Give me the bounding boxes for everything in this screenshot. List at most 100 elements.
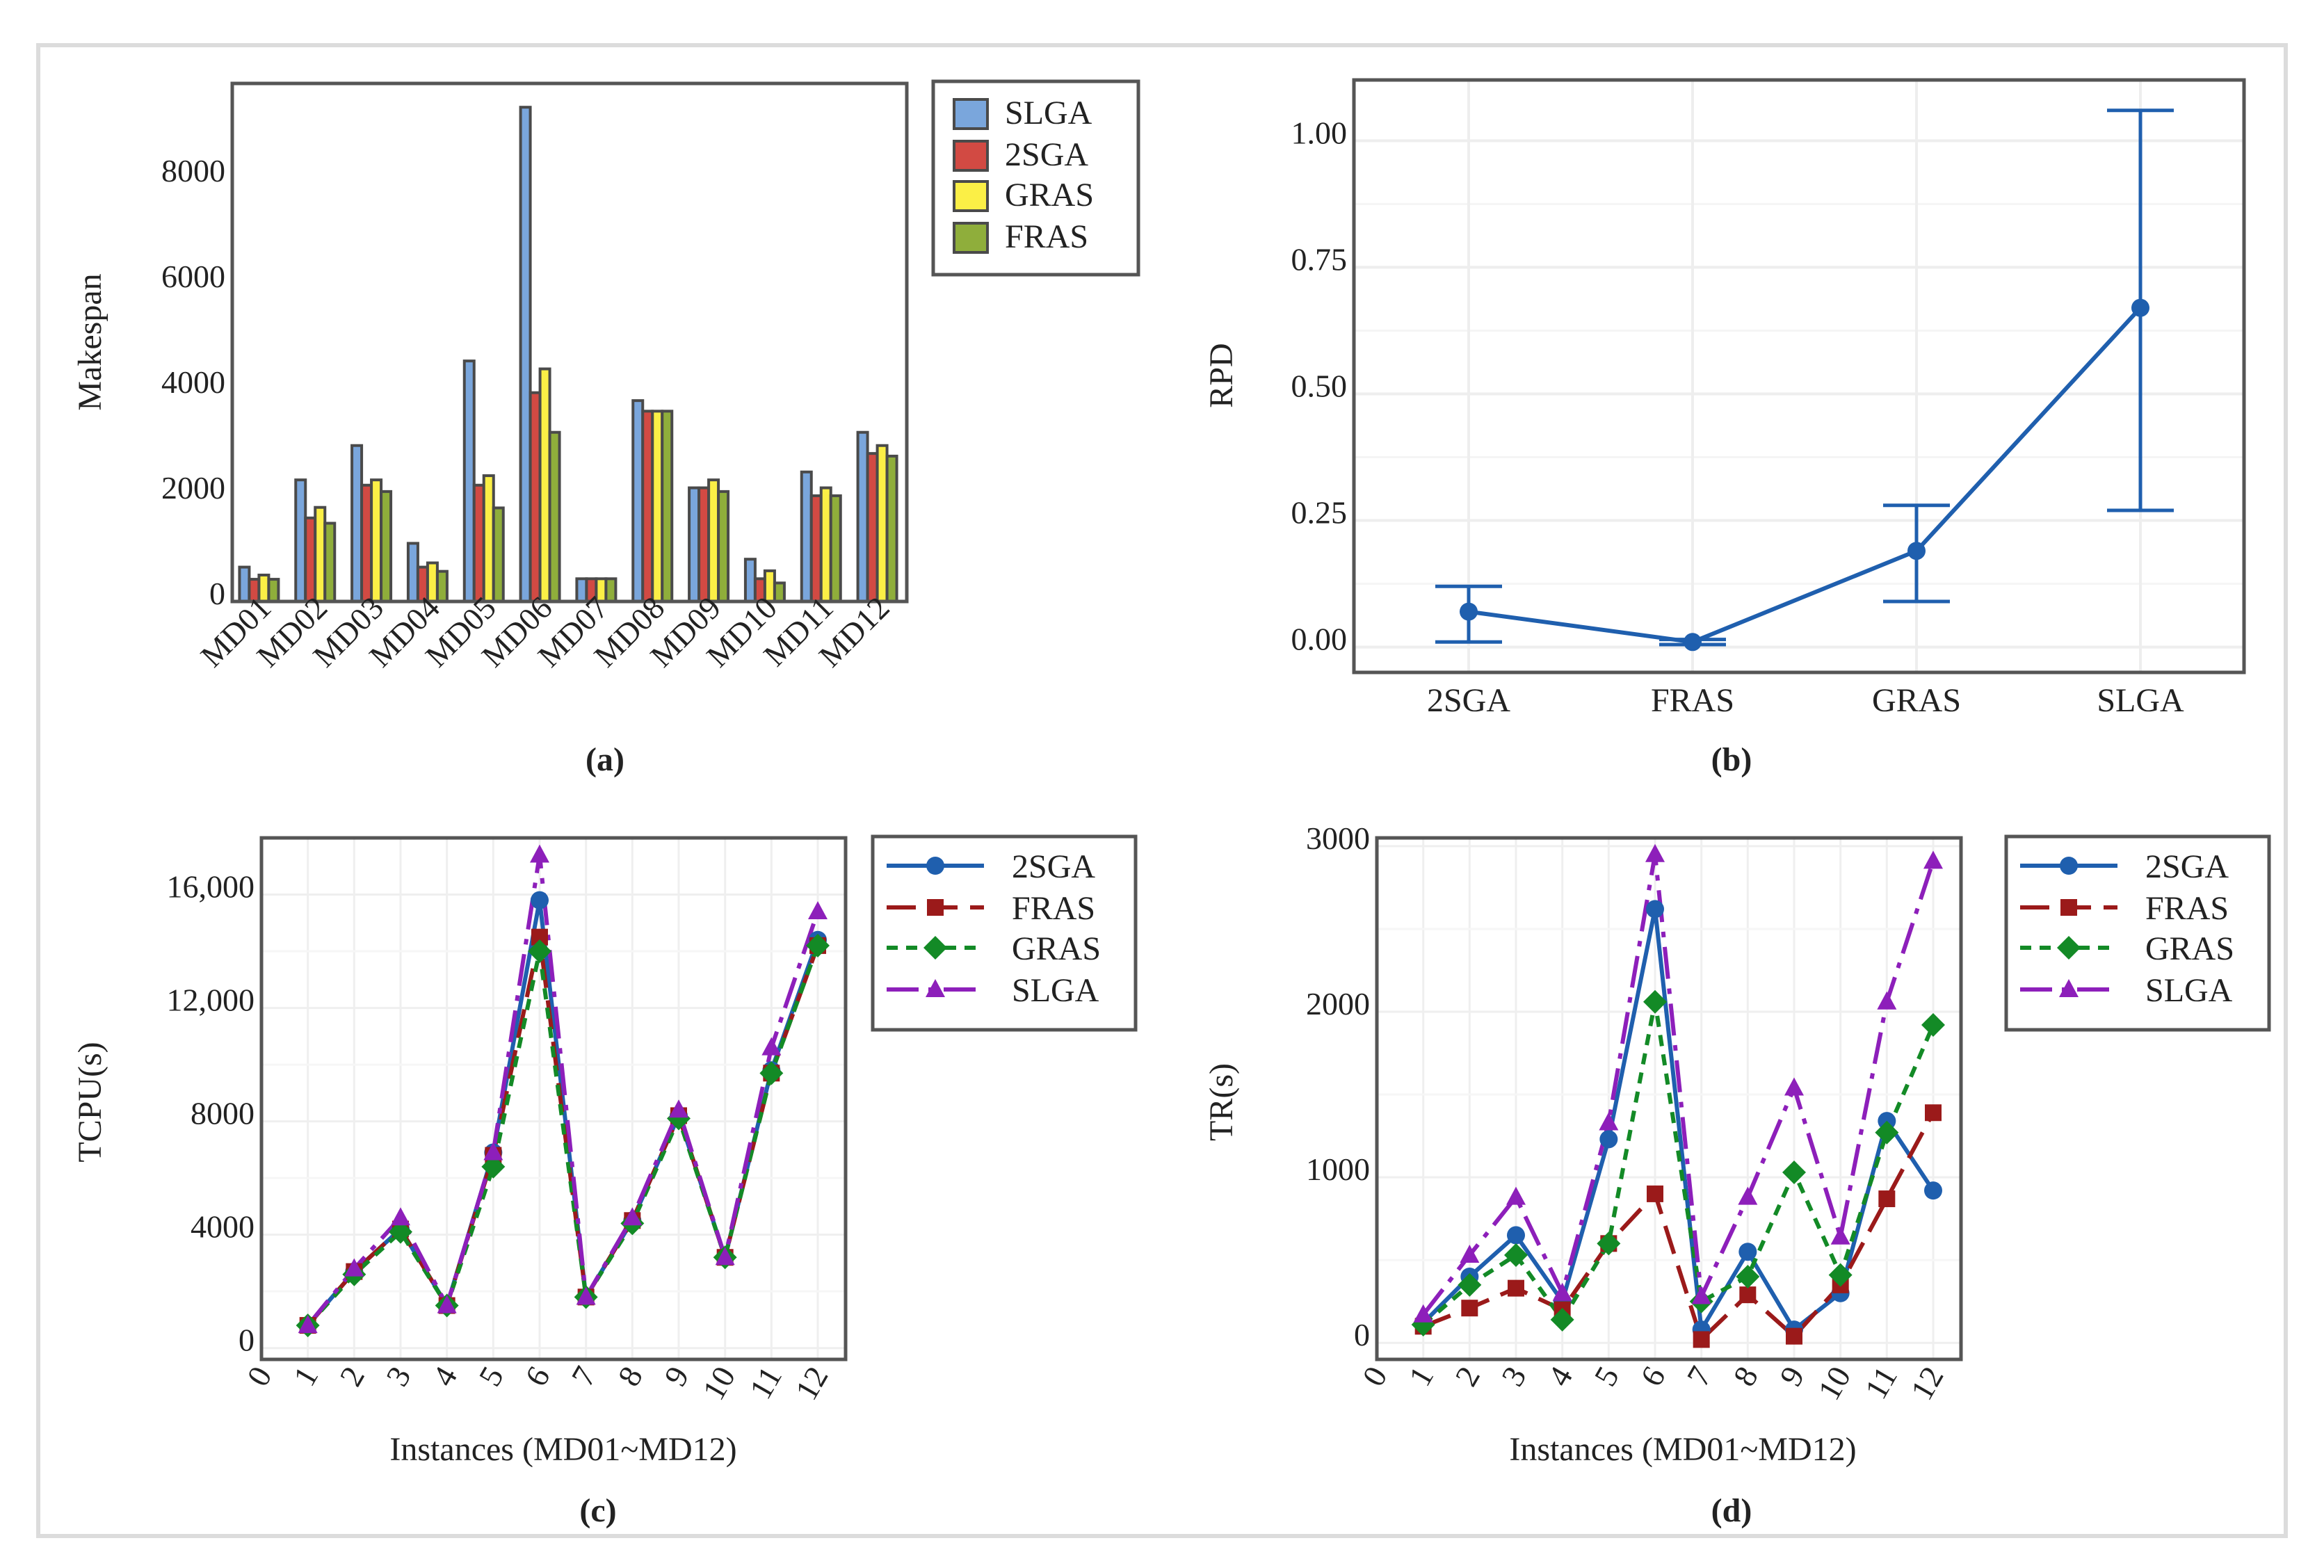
bar-gras-md10	[763, 569, 776, 603]
panel-c-ylabel: TCPU(s)	[72, 1042, 108, 1162]
bar-gras-md02	[314, 506, 327, 603]
legend-swatch-slga	[953, 98, 989, 130]
bar-fras-md06	[548, 430, 561, 603]
legend-d-marker-2sga	[2060, 857, 2078, 875]
panel-b-caption: (b)	[1711, 741, 1752, 778]
point-c-slga-8	[622, 1207, 643, 1226]
panel-b-ylabel: RPD	[1203, 343, 1240, 407]
xtick-label-c-10: 10	[695, 1361, 742, 1406]
point-d-slga-9	[1784, 1077, 1804, 1096]
panel-c-xlabel: Instances (MD01~MD12)	[389, 1431, 736, 1468]
point-c-gras-6	[528, 939, 551, 964]
xtick-label-c-9: 9	[657, 1361, 696, 1392]
xtick-label-b-fras: FRAS	[1651, 682, 1734, 719]
ytick-label-b-1: 0.25	[1291, 495, 1348, 531]
bar-fras-md07	[604, 577, 618, 603]
ytick-label-c-0: 0	[239, 1323, 255, 1358]
point-d-2sga-8	[1738, 1243, 1757, 1261]
point-d-slga-12	[1923, 850, 1943, 869]
rpd-point-fras	[1684, 633, 1702, 652]
rpd-point-2sga	[1460, 602, 1478, 621]
bar-slga-md12	[856, 430, 869, 603]
panel-c-legend-box	[871, 834, 1138, 1032]
panel-b: 0.00 0.25 0.50 0.75 1.00 2SGA FRAS GRAS SLGA RP…	[1203, 78, 2246, 778]
bar-gras-md12	[875, 444, 889, 604]
point-d-slga-4	[1552, 1282, 1572, 1301]
ytick-label-d-2: 2000	[1306, 986, 1370, 1021]
xtick-label-d-3: 3	[1494, 1361, 1533, 1392]
xtick-label-c-1: 1	[287, 1361, 325, 1392]
panel-a-legend: SLGA 2SGA GRAS FRAS	[931, 79, 1140, 277]
bar-fras-md01	[267, 578, 280, 603]
xtick-label-d-0: 0	[1355, 1361, 1394, 1392]
ytick-label-d-1: 1000	[1306, 1151, 1370, 1187]
bar-fras-md10	[773, 581, 786, 604]
point-d-2sga-6	[1646, 900, 1664, 919]
xtick-label-b-2sga: 2SGA	[1427, 682, 1510, 719]
point-d-slga-7	[1691, 1286, 1711, 1304]
point-c-slga-4	[437, 1295, 457, 1314]
point-c-slga-10	[715, 1247, 735, 1266]
bar-slga-md02	[294, 478, 307, 604]
rpd-point-gras	[1907, 542, 1926, 560]
panel-d-plot-frame	[1375, 836, 1963, 1361]
bar-fras-md08	[661, 410, 674, 603]
point-d-gras-5	[1597, 1231, 1621, 1256]
point-d-fras-7	[1693, 1331, 1710, 1348]
legend-label-slga: SLGA	[1005, 95, 1092, 131]
bar-slga-md04	[406, 542, 419, 604]
panel-c-legend: 2SGA FRAS GRAS SLGA	[871, 834, 1138, 1032]
point-c-slga-2	[344, 1258, 364, 1277]
rpd-point-slga	[2131, 298, 2149, 317]
line-d-slga	[1421, 854, 1935, 1316]
ytick-label-a-0: 0	[209, 576, 225, 611]
point-d-slga-10	[1830, 1226, 1850, 1245]
legend-c-label-gras: GRAS	[1012, 930, 1101, 967]
point-d-gras-6	[1643, 989, 1667, 1014]
point-d-slga-3	[1506, 1186, 1526, 1205]
point-c-slga-12	[808, 900, 828, 919]
legend-d-label-slga: SLGA	[2145, 972, 2233, 1009]
legend-d-marker-fras	[2060, 899, 2077, 916]
bar-fras-md11	[829, 494, 842, 603]
bar-2sga-md05	[472, 483, 485, 604]
line-d-gras	[1421, 1001, 1935, 1327]
point-d-2sga-3	[1507, 1226, 1525, 1245]
point-d-slga-1	[1413, 1304, 1433, 1323]
xtick-label-d-9: 9	[1773, 1361, 1811, 1392]
panel-d-xlabel: Instances (MD01~MD12)	[1509, 1431, 1856, 1468]
legend-c-marker-fras	[927, 899, 944, 916]
panel-d-caption: (d)	[1711, 1492, 1752, 1529]
xtick-label-d-4: 4	[1541, 1361, 1580, 1392]
bar-slga-md03	[350, 444, 364, 604]
xtick-label-c-0: 0	[240, 1361, 279, 1392]
rpd-line	[1468, 306, 2143, 645]
bar-gras-md09	[707, 478, 720, 604]
panel-a-plot-frame	[230, 81, 909, 604]
point-d-fras-6	[1647, 1185, 1663, 1202]
xtick-label-d-6: 6	[1633, 1361, 1672, 1392]
legend-swatch-fras	[953, 222, 989, 254]
bar-fras-md09	[717, 490, 730, 604]
point-d-2sga-12	[1924, 1181, 1942, 1200]
point-c-slga-6	[530, 844, 549, 863]
ytick-label-a-1: 2000	[161, 470, 225, 506]
line-d-2sga	[1421, 908, 1935, 1336]
line-c-slga	[306, 854, 820, 1327]
point-d-2sga-5	[1599, 1130, 1618, 1149]
panel-a-ylabel: Makespan	[72, 273, 108, 410]
legend-c-marker-gras	[923, 936, 947, 960]
ytick-label-a-2: 4000	[161, 364, 225, 400]
bar-2sga-md09	[697, 486, 711, 604]
point-c-slga-9	[669, 1099, 688, 1118]
xtick-label-c-6: 6	[518, 1361, 557, 1392]
point-d-fras-8	[1739, 1286, 1757, 1304]
point-d-gras-11	[1875, 1120, 1899, 1145]
xtick-label-c-2: 2	[332, 1361, 371, 1392]
ytick-label-c-1: 4000	[191, 1209, 255, 1245]
xtick-label-d-10: 10	[1811, 1361, 1857, 1406]
xtick-label-c-11: 11	[743, 1361, 789, 1405]
